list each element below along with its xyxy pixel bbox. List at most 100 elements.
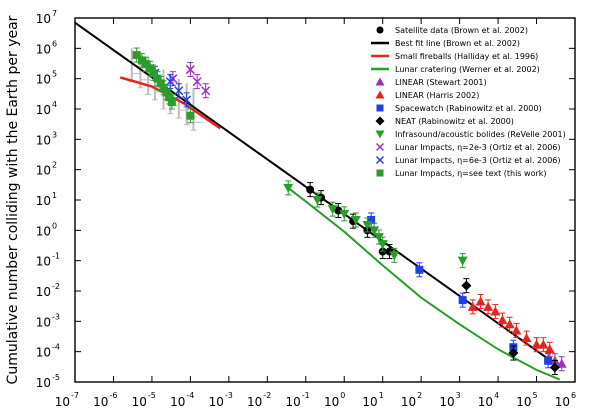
data-point <box>483 301 494 311</box>
data-point <box>504 319 515 329</box>
data-point <box>146 64 155 73</box>
data-point <box>415 265 424 274</box>
y-tick-label-exponent: -4 <box>52 343 60 352</box>
data-point <box>327 205 338 215</box>
legend-label: Small fireballs (Halliday et al. 1996) <box>395 52 538 61</box>
y-tick-label-exponent: -5 <box>52 373 60 382</box>
legend-label: Lunar cratering (Werner et al. 2002) <box>395 65 540 74</box>
x-tick-label-exponent: 0 <box>340 391 345 400</box>
x-tick-label-exponent: 6 <box>571 391 576 400</box>
data-point <box>544 344 555 354</box>
x-tick-label: 10 <box>93 395 108 409</box>
x-tick-label-exponent: -6 <box>109 391 117 400</box>
series-line <box>287 187 561 381</box>
y-tick-label: 10 <box>36 164 51 178</box>
data-point <box>375 130 385 139</box>
data-point <box>376 26 384 34</box>
legend-label: NEAT (Rabinowitz et al. 2000) <box>395 117 514 126</box>
legend-label: Lunar Impacts, η=see text (this work) <box>395 169 547 178</box>
data-point <box>544 356 553 365</box>
data-point <box>192 77 202 87</box>
y-tick-label-exponent: 2 <box>52 161 57 170</box>
y-tick-label: 10 <box>36 315 51 329</box>
data-point <box>367 215 376 224</box>
data-point <box>165 77 175 87</box>
data-point <box>457 256 468 266</box>
data-point <box>162 88 171 97</box>
legend-label: Infrasound/acoustic bolides (ReVelle 200… <box>395 130 566 139</box>
legend-label: Lunar Impacts, η=6e-3 (Ortiz et al. 2006… <box>395 156 561 165</box>
y-tick-label: 10 <box>36 285 51 299</box>
data-point <box>373 233 384 243</box>
x-tick-label-exponent: 5 <box>533 391 538 400</box>
data-point <box>497 315 508 325</box>
data-point <box>375 155 385 165</box>
x-tick-label-exponent: 2 <box>417 391 422 400</box>
data-point <box>467 301 478 311</box>
y-tick-label-exponent: 4 <box>52 100 57 109</box>
y-tick-label-exponent: -1 <box>52 252 60 261</box>
data-point <box>312 196 323 205</box>
data-point <box>458 296 467 305</box>
x-tick-label: 10 <box>132 395 147 409</box>
x-tick-label-exponent: 1 <box>379 391 384 400</box>
data-point <box>186 111 195 120</box>
x-tick-label-exponent: 3 <box>456 391 461 400</box>
data-point <box>511 325 522 335</box>
data-point <box>461 280 472 291</box>
y-tick-label: 10 <box>36 224 51 238</box>
y-tick-label-exponent: 6 <box>52 39 57 48</box>
data-point <box>149 69 158 78</box>
data-point <box>132 51 141 60</box>
x-tick-label: 10 <box>170 395 185 409</box>
y-tick-label: 10 <box>36 255 51 269</box>
data-point <box>339 209 350 219</box>
y-tick-label: 10 <box>36 376 51 390</box>
legend-label: Best fit line (Brown et al. 2002) <box>395 39 520 48</box>
data-point <box>549 362 560 373</box>
data-point <box>174 86 184 96</box>
x-tick-label-exponent: -5 <box>148 391 156 400</box>
data-point <box>182 95 192 105</box>
y-axis-label: Cumulative number colliding with the Ear… <box>5 15 21 384</box>
x-tick-label: 10 <box>55 395 70 409</box>
y-tick-label-exponent: 5 <box>52 70 57 79</box>
y-tick-label: 10 <box>36 103 51 117</box>
data-point <box>201 86 211 96</box>
data-point <box>159 83 168 92</box>
legend-label: LINEAR (Stewart 2001) <box>395 78 487 87</box>
data-point <box>538 339 549 349</box>
x-tick-label: 10 <box>401 395 416 409</box>
x-tick-label-exponent: -1 <box>302 391 310 400</box>
x-tick-label-exponent: 4 <box>494 391 499 400</box>
data-point <box>389 251 400 261</box>
marker-layer <box>132 47 567 376</box>
x-tick-label-exponent: -7 <box>71 391 79 400</box>
x-tick-label-exponent: -2 <box>263 391 271 400</box>
data-point <box>377 240 388 250</box>
data-point <box>369 226 380 236</box>
x-tick-label: 10 <box>478 395 493 409</box>
data-point <box>376 169 384 177</box>
data-point <box>375 77 385 86</box>
data-point <box>475 296 486 306</box>
data-point <box>362 220 373 230</box>
x-tick-label-exponent: -3 <box>225 391 233 400</box>
x-tick-label: 10 <box>555 395 570 409</box>
data-point <box>283 183 294 193</box>
data-point <box>185 65 195 75</box>
data-point <box>334 206 343 215</box>
legend-label: Spacewatch (Rabinowitz et al. 2000) <box>395 104 542 113</box>
legend: Satellite data (Brown et al. 2002) Best f… <box>371 26 566 178</box>
data-point <box>490 306 501 316</box>
data-point <box>521 333 532 343</box>
data-point <box>167 98 176 107</box>
data-point <box>531 339 542 349</box>
data-point <box>306 185 315 194</box>
data-point <box>375 116 385 126</box>
x-tick-label: 10 <box>324 395 339 409</box>
y-tick-label-exponent: -3 <box>52 312 60 321</box>
data-point <box>165 92 174 101</box>
